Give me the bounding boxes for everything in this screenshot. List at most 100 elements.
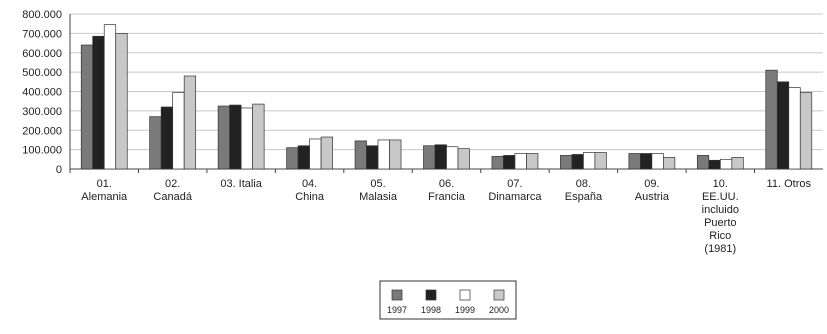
bar-2000-4 [389, 139, 402, 170]
x-tick-label-line: 01. [97, 178, 112, 190]
legend-swatch-1997 [391, 289, 403, 301]
legend-label-2000: 2000 [489, 305, 509, 315]
legend-swatch-1998 [425, 289, 437, 301]
y-tick-label: 0 [56, 164, 62, 176]
x-tick-label-line: 11. Otros [767, 178, 812, 190]
bar-1997-1 [149, 116, 162, 170]
x-tick-label-line: Francia [428, 191, 466, 203]
bar-1998-2 [229, 104, 242, 170]
x-tick-label: 06. Francia [428, 178, 466, 203]
legend-box [379, 280, 517, 320]
bar-1999-7 [583, 152, 596, 170]
bar-1998-4 [366, 145, 379, 170]
x-tick-label-line: EE.UU. [702, 191, 739, 203]
bar-1998-5 [434, 144, 447, 170]
bar-1997-4 [354, 140, 367, 170]
bars [80, 24, 813, 170]
bar-1998-0 [92, 35, 105, 170]
x-tick-label-line: 09. [644, 178, 659, 190]
x-tick-label-line: Dinamarca [488, 191, 542, 203]
legend-label-1999: 1999 [455, 305, 475, 315]
y-tick-label: 700.000 [22, 28, 62, 40]
bar-2000-2 [252, 103, 265, 170]
bar-1999-1 [172, 92, 185, 170]
x-tick-label: 05. Malasia [359, 178, 398, 203]
bar-1998-6 [503, 155, 516, 170]
bar-2000-3 [320, 136, 333, 170]
x-tick-label: 02. Canadá [153, 178, 192, 203]
bar-1997-2 [217, 105, 230, 170]
bar-1997-10 [765, 69, 778, 170]
bar-2000-1 [183, 75, 197, 170]
y-axis-tick-labels: 0 100.000 200.000 300.000 400.000 500.000 600.… [22, 9, 62, 176]
bar-2000-10 [799, 92, 813, 170]
bar-1998-3 [297, 145, 310, 170]
x-tick-label-line: incluido [702, 204, 739, 216]
x-tick-label-line: Austria [635, 191, 670, 203]
x-tick-label: 08. España [565, 178, 603, 203]
bar-1997-8 [628, 153, 641, 170]
bar-1999-6 [514, 153, 527, 170]
y-tick-label: 100.000 [22, 145, 62, 157]
x-tick-label: 07. Dinamarca [488, 178, 542, 203]
x-tick-label-line: China [295, 191, 325, 203]
bar-1998-1 [160, 106, 174, 170]
bar-1997-0 [80, 44, 94, 170]
x-tick-label-line: 03. Italia [220, 178, 262, 190]
bar-1998-8 [640, 153, 653, 170]
x-tick-label-line: Alemania [81, 191, 128, 203]
bar-1999-2 [240, 107, 253, 170]
x-tick-label: 03. Italia [220, 178, 262, 190]
bar-1999-5 [446, 146, 459, 170]
x-tick-label-line: Malasia [359, 191, 398, 203]
x-tick-label-line: 07. [507, 178, 522, 190]
x-tick-label: 09. Austria [635, 178, 670, 203]
bar-1998-7 [571, 154, 584, 170]
x-tick-label-line: Puerto [704, 217, 736, 229]
x-tick-label-line: 08. [576, 178, 591, 190]
bar-1997-7 [560, 155, 573, 170]
bar-2000-7 [594, 152, 607, 170]
bar-1997-6 [491, 156, 504, 170]
x-tick-label-line: Canadá [153, 191, 192, 203]
bar-2000-8 [663, 157, 676, 170]
x-tick-label-line: 04. [302, 178, 317, 190]
x-tick-label: 04. China [295, 178, 325, 203]
bar-2000-9 [731, 157, 744, 170]
x-tick-label-line: (1981) [704, 243, 736, 255]
bar-1997-3 [286, 147, 299, 170]
y-tick-label: 300.000 [22, 106, 62, 118]
x-tick-label-line: 06. [439, 178, 454, 190]
bar-1999-9 [719, 158, 733, 170]
y-tick-label: 200.000 [22, 125, 62, 137]
y-tick-label: 800.000 [22, 9, 62, 21]
x-tick-label: 01. Alemania [81, 178, 128, 203]
bar-1998-10 [776, 81, 790, 170]
x-tick-label-line: 02. [165, 178, 180, 190]
bar-1999-4 [377, 139, 390, 170]
x-tick-label: 11. Otros [767, 178, 812, 190]
legend-swatch-2000 [493, 289, 505, 301]
x-tick-label-line: 10. [713, 178, 728, 190]
x-tick-label: 10. EE.UU. incluido Puerto Rico (1981) [702, 178, 739, 255]
bar-1999-3 [309, 138, 322, 170]
bar-1998-9 [708, 159, 721, 170]
y-tick-label: 500.000 [22, 67, 62, 79]
legend-swatch-1999 [459, 289, 471, 301]
x-tick-label-line: España [565, 191, 603, 203]
bar-1997-9 [696, 155, 710, 170]
x-axis-tick-labels: 01. Alemania 02. Canadá 03. Italia 04. China 05… [81, 178, 811, 255]
legend-label-1997: 1997 [387, 305, 407, 315]
bar-1999-10 [788, 87, 801, 170]
bar-1997-5 [423, 145, 436, 170]
x-tick-label-line: 05. [370, 178, 385, 190]
y-tick-label: 400.000 [22, 87, 62, 99]
bar-2000-0 [115, 33, 128, 170]
bar-2000-5 [457, 148, 470, 170]
legend-label-1998: 1998 [421, 305, 441, 315]
bar-2000-6 [526, 153, 539, 170]
y-tick-label: 600.000 [22, 48, 62, 60]
bar-1999-8 [651, 153, 664, 170]
